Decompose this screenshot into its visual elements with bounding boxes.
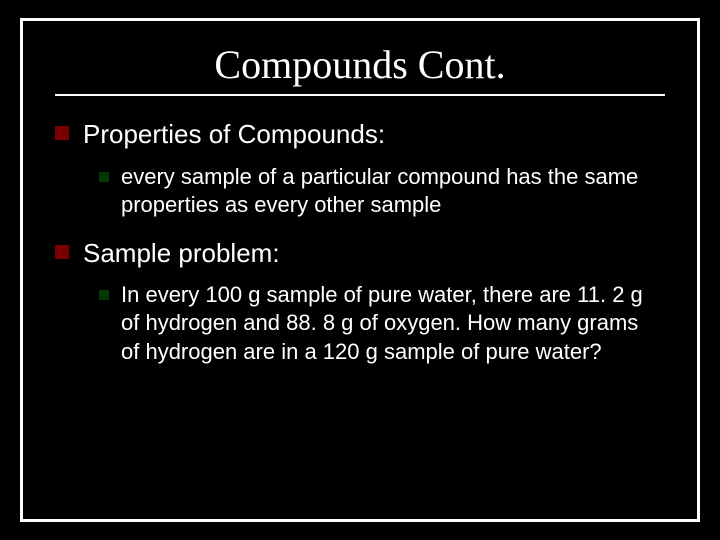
- slide-inner-frame: Compounds Cont. Properties of Compounds:…: [20, 18, 700, 522]
- bullet-lvl1: Properties of Compounds:: [55, 118, 665, 151]
- slide: Compounds Cont. Properties of Compounds:…: [0, 0, 720, 540]
- square-bullet-icon: [99, 172, 109, 182]
- bullet-lvl2: every sample of a particular compound ha…: [99, 163, 665, 219]
- slide-title: Compounds Cont.: [55, 41, 665, 96]
- square-bullet-icon: [55, 245, 69, 259]
- bullet-lvl2: In every 100 g sample of pure water, the…: [99, 281, 665, 365]
- lvl1-text: Sample problem:: [83, 237, 280, 270]
- lvl2-text: In every 100 g sample of pure water, the…: [121, 281, 655, 365]
- square-bullet-icon: [99, 290, 109, 300]
- square-bullet-icon: [55, 126, 69, 140]
- bullet-lvl1: Sample problem:: [55, 237, 665, 270]
- lvl1-text: Properties of Compounds:: [83, 118, 385, 151]
- lvl2-text: every sample of a particular compound ha…: [121, 163, 655, 219]
